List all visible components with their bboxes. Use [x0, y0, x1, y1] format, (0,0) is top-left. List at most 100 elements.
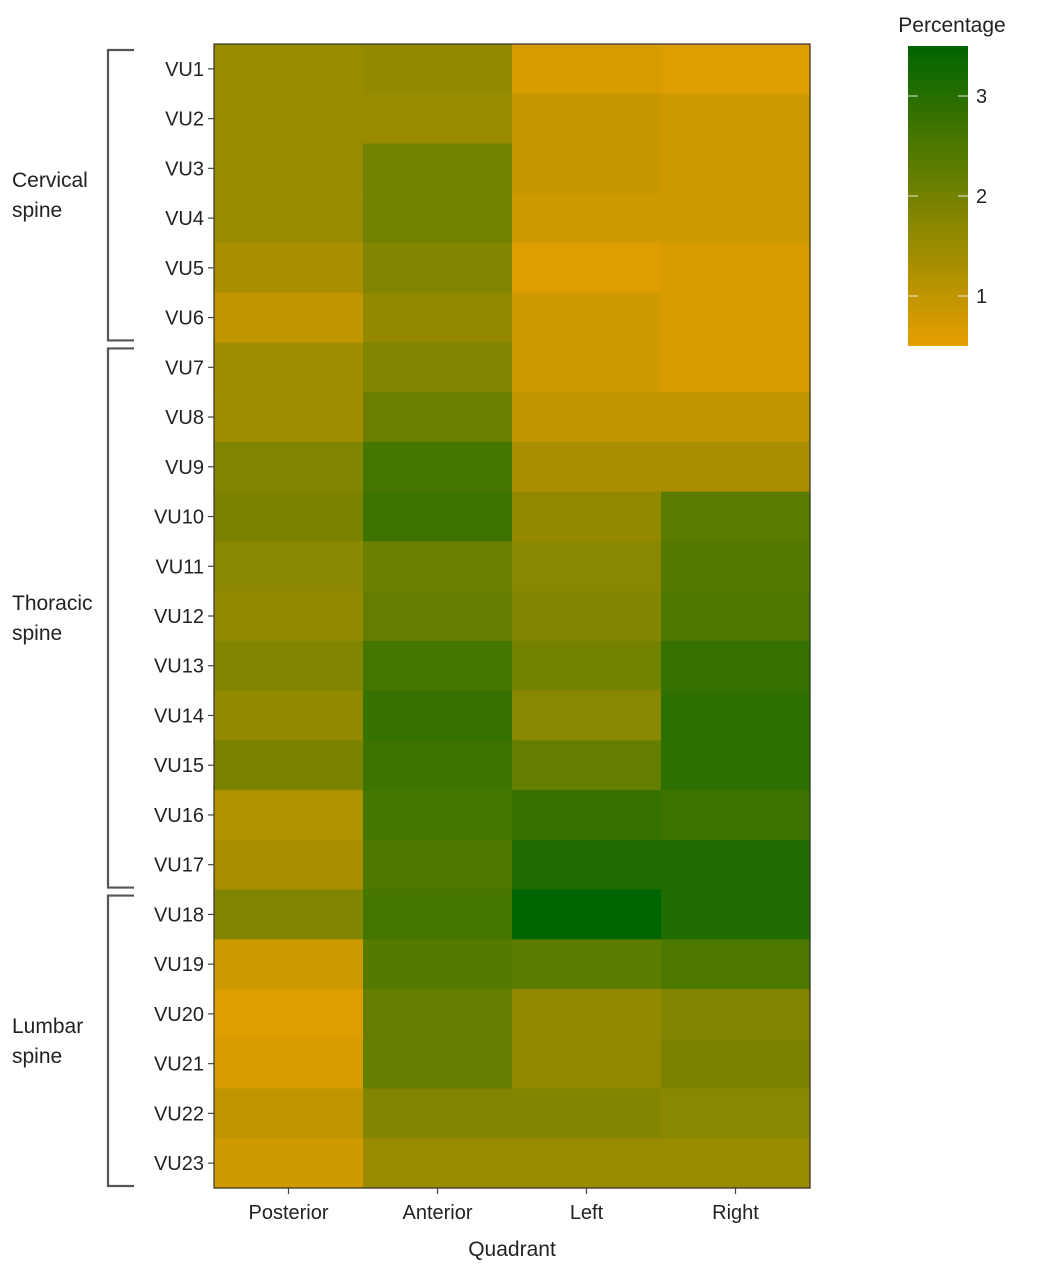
- heatmap-cell: [661, 441, 811, 493]
- heatmap-cell: [363, 889, 513, 940]
- x-tick-label: Left: [570, 1202, 604, 1224]
- region-label: Lumbar: [12, 1015, 83, 1038]
- legend-title: Percentage: [898, 14, 1005, 37]
- heatmap-cell: [512, 889, 662, 940]
- y-tick-label: VU16: [154, 805, 204, 827]
- region-label: spine: [12, 622, 62, 645]
- region-bracket: [106, 347, 134, 889]
- heatmap-cell: [363, 1038, 513, 1090]
- heatmap-cell: [512, 491, 662, 542]
- y-tick-label: VU10: [154, 507, 204, 529]
- x-axis: Posterior Anterior Left Right: [248, 1188, 759, 1224]
- heatmap-cell: [661, 44, 811, 95]
- heatmap-cell: [363, 93, 513, 145]
- x-tick-label: Anterior: [402, 1202, 472, 1224]
- y-tick-label: VU17: [154, 855, 204, 877]
- heatmap-cell: [661, 1038, 811, 1090]
- y-axis: VU1 VU2 VU3 VU4 VU5 VU6 VU7 VU8 VU9 VU10 VU11 VU12 V…: [154, 59, 214, 1175]
- legend-tick-label: 3: [976, 86, 987, 108]
- heatmap-cell: [214, 1038, 364, 1090]
- heatmap-cell: [363, 989, 513, 1040]
- heatmap-cell: [512, 839, 662, 891]
- color-legend: Percentage 1 2 3: [898, 14, 1006, 346]
- region-label: spine: [12, 199, 62, 222]
- region-label: Thoracic: [12, 592, 93, 615]
- heatmap-cell: [214, 44, 364, 95]
- heatmap-cell: [661, 292, 811, 344]
- heatmap-cell: [512, 1088, 662, 1139]
- y-tick-label: VU6: [165, 308, 204, 330]
- heatmap-cell: [214, 292, 364, 344]
- heatmap-cell: [363, 342, 513, 393]
- y-tick-label: VU1: [165, 59, 204, 81]
- region-bracket: [106, 48, 134, 342]
- heatmap-cell: [363, 790, 513, 841]
- heatmap-cell: [214, 491, 364, 542]
- heatmap-cell: [214, 541, 364, 592]
- heatmap-cell: [661, 193, 811, 244]
- heatmap-cell: [363, 441, 513, 493]
- y-tick-label: VU4: [165, 208, 204, 230]
- y-tick-label: VU20: [154, 1004, 204, 1026]
- heatmap-cell: [214, 839, 364, 891]
- x-tick-label: Right: [712, 1202, 759, 1224]
- heatmap-cell: [661, 591, 811, 642]
- heatmap-cell: [363, 1088, 513, 1139]
- heatmap-cell: [661, 1088, 811, 1139]
- heatmap-cell: [512, 93, 662, 145]
- heatmap-cell: [214, 889, 364, 940]
- y-tick-label: VU21: [154, 1054, 204, 1076]
- heatmap-cell: [214, 591, 364, 642]
- heatmap-cell: [512, 342, 662, 393]
- y-tick-label: VU5: [165, 258, 204, 280]
- heatmap-cell: [512, 939, 662, 990]
- heatmap-cell: [214, 740, 364, 791]
- heatmap-cell: [214, 143, 364, 194]
- region-label: spine: [12, 1045, 62, 1068]
- heatmap-cell: [512, 441, 662, 493]
- heatmap-cell: [512, 193, 662, 244]
- heatmap-cell: [512, 989, 662, 1040]
- y-tick-label: VU11: [155, 556, 204, 578]
- y-tick-label: VU7: [165, 357, 204, 379]
- heatmap-cell: [363, 939, 513, 990]
- heatmap-cell: [214, 790, 364, 841]
- heatmap-cell: [363, 491, 513, 542]
- legend-ticks: 1 2 3: [908, 86, 987, 308]
- heatmap-cell: [661, 143, 811, 194]
- heatmap-cell: [214, 939, 364, 990]
- heatmap-cell: [363, 292, 513, 344]
- y-tick-label: VU3: [165, 158, 204, 180]
- heatmap-cell: [661, 342, 811, 393]
- heatmap-cell: [661, 392, 811, 443]
- heatmap-cell: [363, 1138, 513, 1189]
- heatmap-cell: [661, 690, 811, 741]
- heatmap-cell: [661, 939, 811, 990]
- heatmap-cell: [661, 242, 811, 294]
- heatmap-cells: [214, 44, 811, 1189]
- legend-tick-label: 1: [976, 286, 987, 308]
- y-tick-label: VU12: [154, 606, 204, 628]
- heatmap-cell: [363, 541, 513, 592]
- heatmap-cell: [661, 839, 811, 891]
- heatmap-cell: [214, 690, 364, 741]
- heatmap-cell: [214, 342, 364, 393]
- heatmap-cell: [363, 242, 513, 294]
- heatmap-cell: [512, 392, 662, 443]
- heatmap-cell: [214, 989, 364, 1040]
- heatmap-cell: [661, 740, 811, 791]
- heatmap-cell: [363, 143, 513, 194]
- heatmap-cell: [363, 591, 513, 642]
- heatmap-cell: [214, 441, 364, 493]
- heatmap-cell: [512, 143, 662, 194]
- heatmap-cell: [512, 790, 662, 841]
- heatmap-cell: [363, 44, 513, 95]
- heatmap-cell: [214, 193, 364, 244]
- heatmap-cell: [363, 740, 513, 791]
- heatmap-cell: [512, 44, 662, 95]
- heatmap-cell: [661, 989, 811, 1040]
- heatmap-cell: [661, 640, 811, 692]
- heatmap-cell: [363, 690, 513, 741]
- heatmap-cell: [512, 640, 662, 692]
